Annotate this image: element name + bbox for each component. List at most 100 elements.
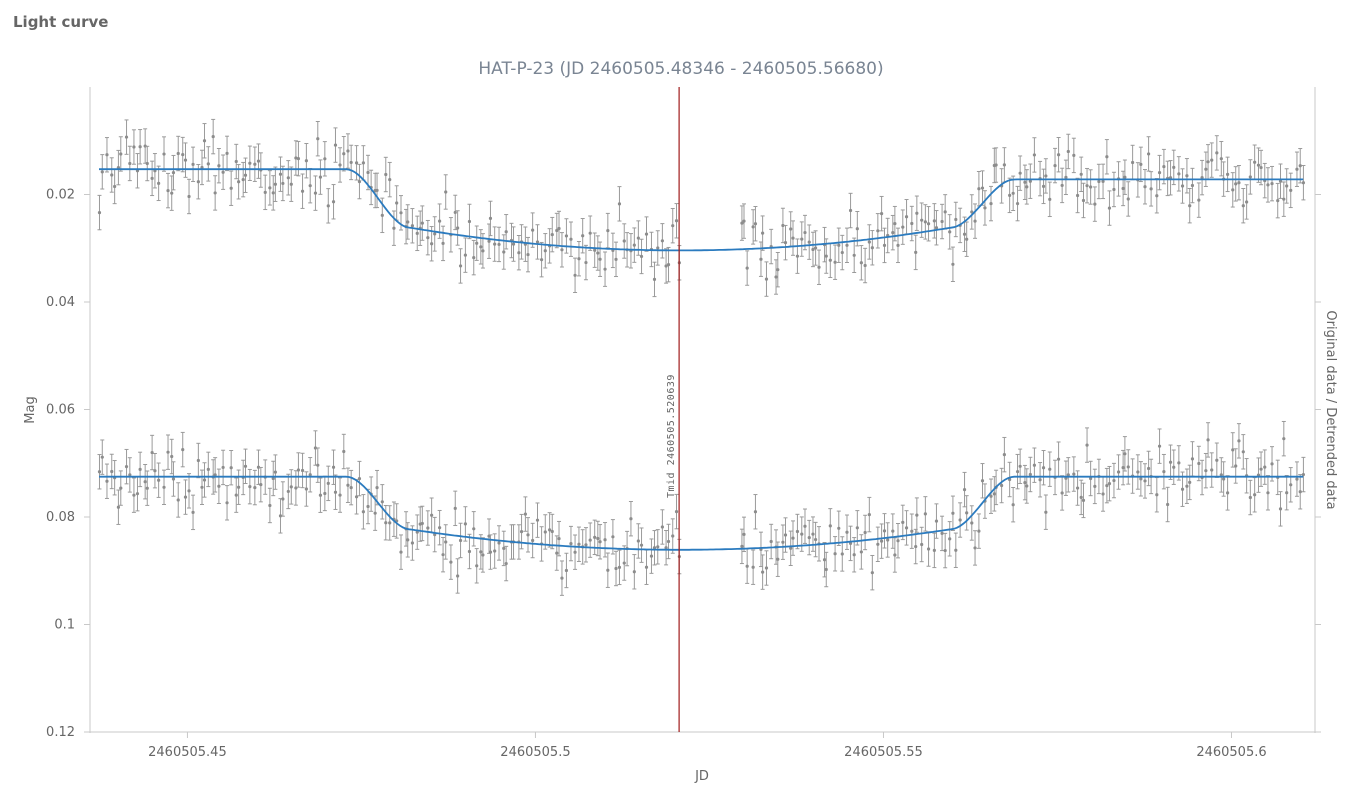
data-point bbox=[560, 576, 564, 580]
data-point bbox=[206, 467, 210, 471]
data-point bbox=[157, 478, 161, 482]
data-point bbox=[867, 513, 871, 517]
data-point bbox=[110, 173, 114, 177]
data-point bbox=[217, 484, 221, 488]
data-point bbox=[745, 564, 749, 568]
data-point bbox=[472, 527, 476, 531]
data-point bbox=[557, 537, 561, 541]
data-point bbox=[162, 485, 166, 489]
data-point bbox=[926, 547, 931, 551]
data-point bbox=[943, 210, 947, 214]
data-point bbox=[1256, 163, 1261, 167]
data-point bbox=[170, 454, 174, 459]
data-point bbox=[904, 526, 909, 530]
data-point bbox=[598, 257, 602, 261]
data-point bbox=[795, 254, 800, 258]
data-point bbox=[1018, 464, 1022, 468]
data-point bbox=[248, 485, 252, 489]
data-point bbox=[915, 211, 919, 215]
data-point bbox=[636, 539, 640, 543]
data-point bbox=[150, 176, 154, 180]
data-point bbox=[1270, 182, 1274, 186]
y-tick-label: 0.04 bbox=[46, 295, 75, 310]
data-point bbox=[420, 521, 424, 526]
data-point bbox=[1044, 510, 1048, 514]
data-point bbox=[1276, 199, 1280, 203]
data-point bbox=[910, 221, 914, 226]
data-point bbox=[354, 161, 359, 165]
data-point bbox=[915, 513, 919, 517]
data-point bbox=[970, 210, 974, 214]
data-point bbox=[502, 250, 506, 254]
data-point bbox=[504, 230, 508, 234]
data-point bbox=[614, 566, 618, 571]
data-point bbox=[502, 546, 506, 551]
data-point bbox=[1041, 184, 1046, 188]
data-point bbox=[1147, 466, 1151, 471]
data-point bbox=[119, 152, 123, 156]
data-point bbox=[1168, 460, 1173, 464]
data-point bbox=[1237, 181, 1241, 185]
data-point bbox=[1089, 476, 1093, 481]
data-point bbox=[564, 568, 569, 573]
data-point bbox=[119, 486, 123, 490]
data-point bbox=[1157, 444, 1162, 448]
data-point bbox=[1237, 439, 1241, 443]
data-point bbox=[229, 186, 233, 190]
data-point bbox=[1028, 179, 1032, 183]
data-point bbox=[852, 253, 856, 257]
data-point bbox=[807, 535, 811, 540]
data-point bbox=[100, 455, 104, 459]
data-point bbox=[338, 163, 342, 167]
data-point bbox=[1206, 160, 1210, 164]
x-tick-label: 2460505.55 bbox=[844, 745, 923, 760]
data-point bbox=[1121, 186, 1125, 191]
data-point bbox=[674, 509, 679, 514]
data-point bbox=[1180, 184, 1185, 188]
data-point bbox=[598, 540, 602, 544]
data-point bbox=[1136, 470, 1140, 474]
data-point bbox=[824, 567, 828, 572]
data-point bbox=[1028, 472, 1032, 477]
data-point bbox=[100, 170, 104, 174]
data-point bbox=[241, 178, 245, 182]
data-point bbox=[920, 542, 924, 547]
data-point bbox=[1259, 467, 1263, 471]
data-point bbox=[438, 219, 442, 223]
data-point bbox=[1219, 157, 1223, 161]
x-tick-label: 2460505.45 bbox=[148, 745, 227, 760]
data-point bbox=[932, 219, 936, 223]
data-point bbox=[614, 257, 618, 261]
data-point bbox=[449, 560, 453, 564]
data-point bbox=[331, 200, 336, 204]
data-point bbox=[795, 529, 800, 534]
data-point bbox=[1172, 465, 1176, 469]
y-tick-label: 0.08 bbox=[46, 510, 75, 525]
data-point bbox=[548, 528, 552, 532]
data-point bbox=[243, 464, 248, 468]
data-point bbox=[1270, 462, 1274, 466]
data-point bbox=[660, 525, 664, 529]
data-point bbox=[983, 206, 987, 210]
data-point bbox=[415, 231, 419, 235]
data-point bbox=[453, 210, 457, 215]
data-point bbox=[406, 538, 410, 542]
data-point bbox=[316, 137, 320, 141]
data-point bbox=[783, 241, 788, 245]
data-point bbox=[837, 243, 841, 247]
data-point bbox=[1101, 492, 1105, 496]
data-point bbox=[1282, 197, 1286, 201]
data-point bbox=[776, 557, 780, 561]
data-point bbox=[845, 530, 849, 534]
data-point bbox=[399, 550, 403, 554]
y2-axis-title: Original data / Detrended data bbox=[1323, 310, 1338, 509]
data-point bbox=[229, 466, 233, 470]
data-point bbox=[753, 222, 758, 226]
data-point bbox=[296, 468, 301, 472]
data-point bbox=[430, 242, 434, 246]
data-point bbox=[560, 248, 564, 252]
data-point bbox=[926, 222, 931, 226]
data-point bbox=[951, 262, 955, 266]
data-point bbox=[1060, 183, 1064, 188]
data-point bbox=[1231, 188, 1235, 192]
